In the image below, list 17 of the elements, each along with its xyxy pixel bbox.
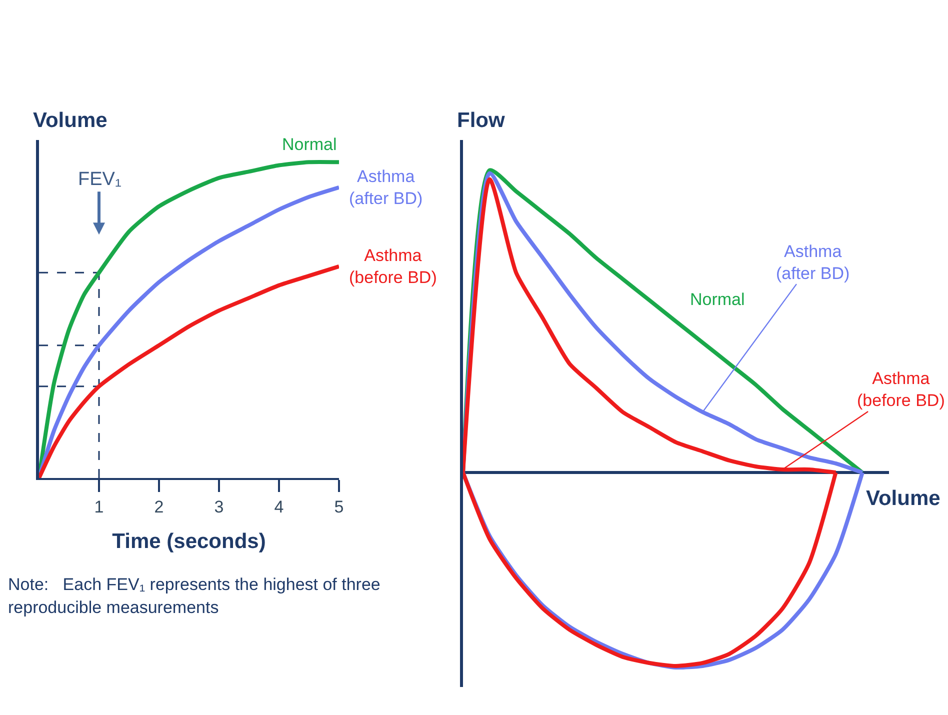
x-tick-label: 2 bbox=[154, 497, 164, 516]
series-label: Asthma (before BD) bbox=[349, 246, 437, 288]
series-label: Normal bbox=[690, 290, 745, 309]
y-axis-title: Flow bbox=[457, 109, 506, 132]
text: Note: Each FEV₁ represents the highest of three reproducible measurements bbox=[8, 574, 382, 619]
text: Asthma (before BD) bbox=[857, 369, 945, 410]
y-axis-title: Volume bbox=[33, 109, 108, 132]
x-axis-title: Time (seconds) bbox=[112, 530, 266, 554]
x-tick-label: 3 bbox=[214, 497, 224, 516]
series-label: Normal bbox=[282, 135, 337, 154]
x-tick-label: 1 bbox=[94, 497, 104, 516]
x-tick-label: 4 bbox=[274, 497, 284, 516]
series-label: Asthma (after BD) bbox=[349, 167, 423, 208]
annotation: FEV₁ bbox=[78, 169, 122, 190]
x-axis-title: Volume bbox=[866, 487, 940, 510]
x-tick-label: 5 bbox=[334, 497, 344, 516]
text: Asthma (after BD) bbox=[776, 242, 850, 284]
